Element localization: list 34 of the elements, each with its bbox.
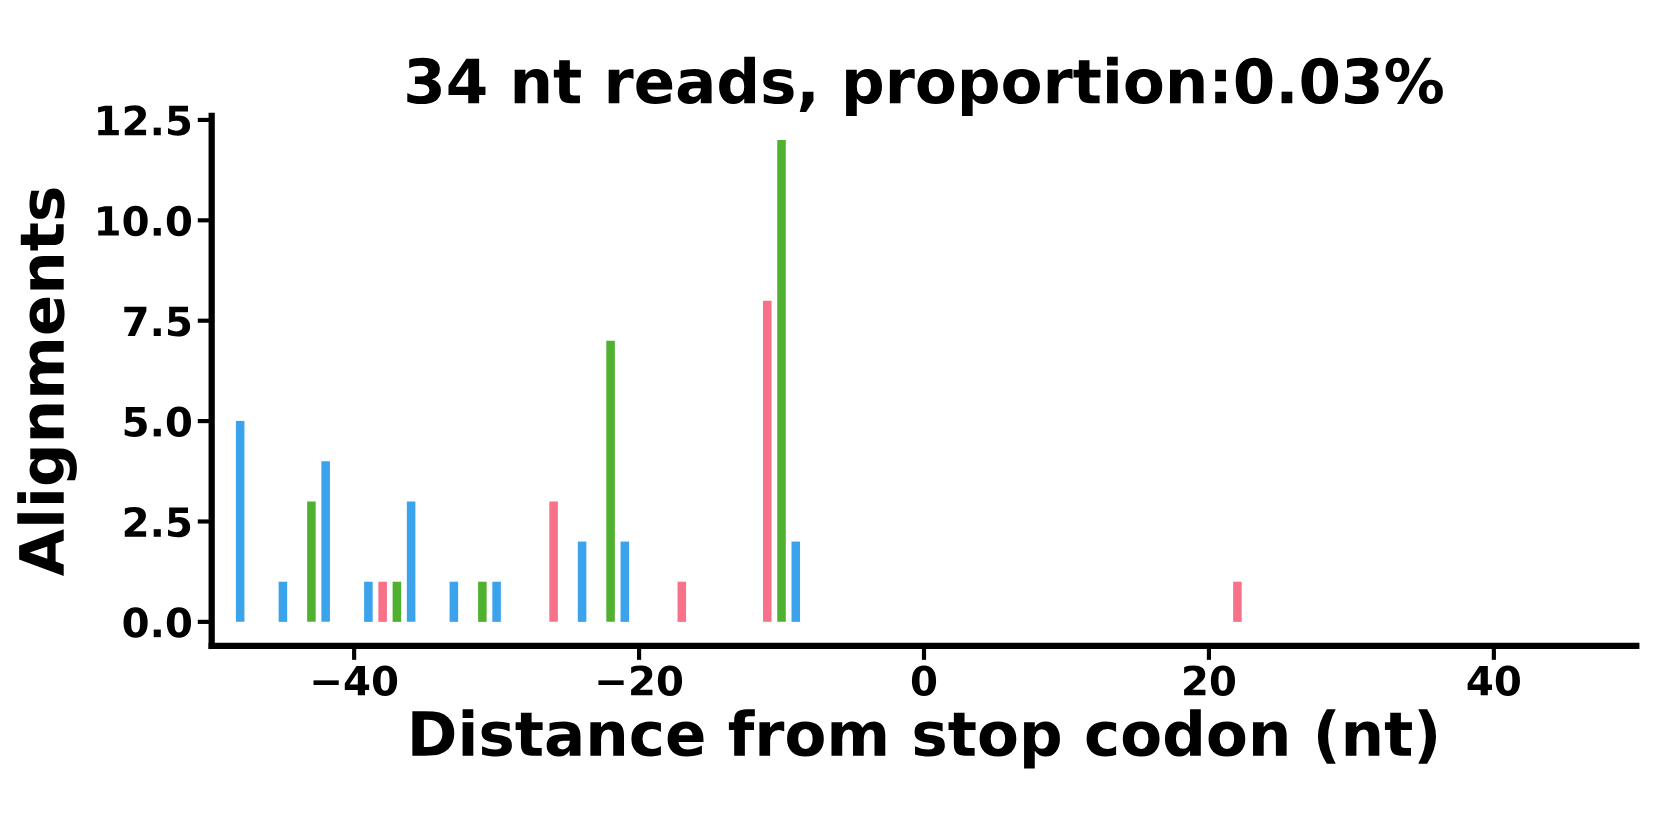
bar <box>777 140 786 622</box>
y-tick-label: 2.5 <box>124 506 191 538</box>
x-tick-label: −20 <box>598 665 683 696</box>
x-tick-label: 0 <box>911 665 937 696</box>
y-tick-label: 7.5 <box>124 306 191 337</box>
bar <box>321 461 330 622</box>
bar <box>791 541 801 622</box>
bar <box>606 340 615 622</box>
bar <box>449 581 459 622</box>
bar <box>278 581 288 622</box>
bar <box>763 300 772 622</box>
bar <box>492 581 501 622</box>
bar <box>392 581 402 622</box>
bar <box>364 581 373 622</box>
y-tick-label: 12.5 <box>98 105 191 136</box>
bar <box>235 421 245 622</box>
x-tick-label: −40 <box>313 665 398 696</box>
bar <box>577 541 587 622</box>
bar <box>677 581 687 622</box>
y-tick-label: 10.0 <box>98 205 192 237</box>
bar <box>478 581 487 622</box>
bar <box>549 501 558 622</box>
x-tick-label: 20 <box>1184 665 1236 696</box>
y-axis-title: Alignments <box>17 188 77 576</box>
x-tick-label: 40 <box>1467 665 1520 696</box>
bar <box>378 581 387 622</box>
bar <box>620 541 630 622</box>
x-axis-title: Distance from stop codon (nt) <box>412 709 1437 769</box>
y-tick-label: 0.0 <box>123 607 192 638</box>
bar <box>1233 581 1242 622</box>
bar <box>307 501 316 622</box>
y-tick-label: 5.0 <box>124 406 192 437</box>
chart-title: 34 nt reads, proportion:0.03% <box>407 56 1443 116</box>
bar <box>406 501 416 622</box>
